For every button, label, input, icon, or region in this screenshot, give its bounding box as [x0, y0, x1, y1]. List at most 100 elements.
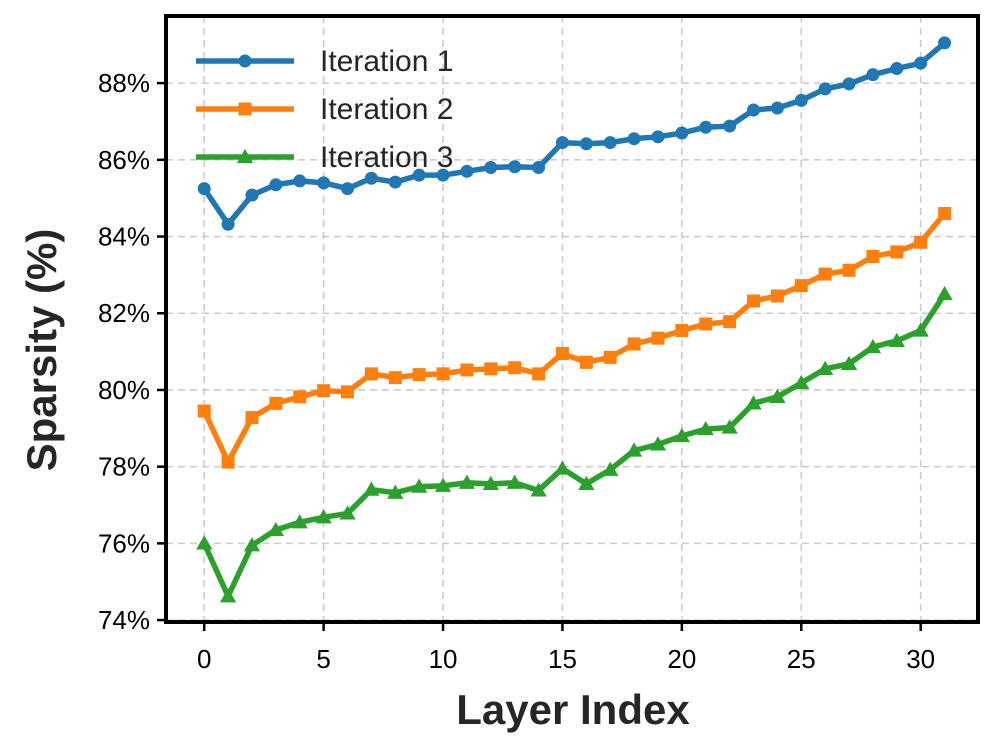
data-point	[364, 171, 378, 185]
data-point	[436, 168, 450, 182]
legend-label: Iteration 2	[320, 93, 453, 126]
data-point	[649, 436, 667, 451]
legend-marker	[238, 54, 252, 68]
data-point	[770, 289, 784, 303]
data-point	[245, 411, 259, 425]
data-point	[460, 363, 474, 377]
data-point	[532, 161, 546, 174]
data-point	[341, 385, 355, 399]
axes-ticks: 0 5 10 15 20 25 30 74% 76% 78% 80% 82% 84% 86% 88%	[98, 68, 935, 674]
data-point	[267, 521, 284, 537]
legend: Iteration 1 Iteration 2 Iteration 3	[196, 45, 453, 174]
data-point	[388, 371, 402, 385]
grid	[166, 16, 978, 622]
x-axis-title: Layer Index	[456, 686, 690, 733]
data-point	[484, 161, 498, 174]
x-tick-label: 0	[197, 644, 211, 674]
x-tick-label: 10	[429, 644, 458, 674]
legend-entry-1: Iteration 1	[196, 45, 453, 78]
data-point	[364, 367, 378, 381]
data-point	[866, 68, 880, 82]
data-point	[769, 388, 786, 403]
y-tick-label: 86%	[98, 145, 150, 175]
data-point	[888, 332, 905, 347]
data-point	[673, 427, 690, 443]
data-point	[269, 178, 283, 192]
data-point	[219, 588, 237, 603]
plot-frame	[164, 14, 980, 624]
data-point	[555, 136, 569, 150]
series-line	[201, 40, 948, 228]
data-point	[770, 101, 784, 115]
y-tick-label: 74%	[98, 605, 150, 635]
data-point	[341, 182, 355, 196]
data-point	[794, 93, 808, 107]
data-point	[317, 176, 331, 190]
data-point	[697, 420, 714, 436]
data-point	[842, 263, 856, 277]
data-point	[914, 56, 928, 70]
data-point	[818, 267, 832, 281]
data-point	[245, 188, 259, 202]
data-point	[603, 350, 617, 364]
data-point	[221, 455, 235, 469]
data-point	[196, 535, 213, 550]
data-point	[555, 347, 569, 361]
data-point	[864, 338, 882, 354]
data-point	[460, 164, 474, 178]
data-point	[699, 120, 713, 134]
data-point	[936, 285, 953, 301]
legend-label: Iteration 3	[320, 141, 453, 174]
data-point	[458, 474, 476, 489]
data-point	[434, 477, 452, 492]
data-point	[530, 482, 547, 497]
data-point	[793, 374, 810, 390]
data-point	[723, 315, 737, 329]
data-point	[794, 279, 808, 293]
x-tick-label: 15	[548, 644, 577, 674]
data-point	[508, 160, 522, 174]
series-3	[196, 285, 953, 603]
x-tick-label: 25	[787, 644, 816, 674]
legend-marker	[236, 148, 254, 164]
data-point	[293, 390, 307, 404]
data-point	[532, 367, 546, 381]
data-point	[482, 475, 499, 491]
legend-marker	[238, 102, 252, 116]
data-point	[412, 168, 426, 182]
data-point	[651, 331, 665, 345]
x-tick-label: 5	[316, 644, 330, 674]
data-point	[890, 245, 904, 259]
data-point	[603, 136, 617, 150]
data-point	[890, 62, 904, 76]
data-point	[388, 175, 402, 189]
data-point	[651, 130, 665, 144]
data-point	[840, 355, 858, 370]
data-point	[578, 475, 595, 491]
data-point	[484, 362, 498, 376]
y-tick-label: 76%	[98, 528, 150, 558]
y-axis-title: Sparsity (%)	[18, 229, 65, 472]
data-point	[675, 324, 689, 338]
data-point	[197, 404, 211, 418]
data-point	[579, 355, 593, 369]
data-point	[339, 505, 356, 520]
legend-label: Iteration 1	[320, 45, 453, 78]
series-line	[201, 210, 948, 465]
y-tick-label: 82%	[98, 298, 150, 328]
data-point	[243, 537, 261, 552]
data-point	[747, 294, 761, 308]
data-point	[699, 317, 713, 331]
data-point	[387, 484, 404, 499]
data-point	[817, 360, 834, 375]
data-point	[912, 322, 929, 337]
y-tick-label: 88%	[98, 68, 150, 98]
data-point	[747, 103, 761, 117]
y-tick-label: 84%	[98, 222, 150, 252]
y-tick-label: 78%	[98, 452, 150, 482]
x-tick-label: 30	[906, 644, 935, 674]
data-point	[866, 249, 880, 263]
data-point	[508, 361, 522, 375]
x-tick-label: 20	[667, 644, 696, 674]
